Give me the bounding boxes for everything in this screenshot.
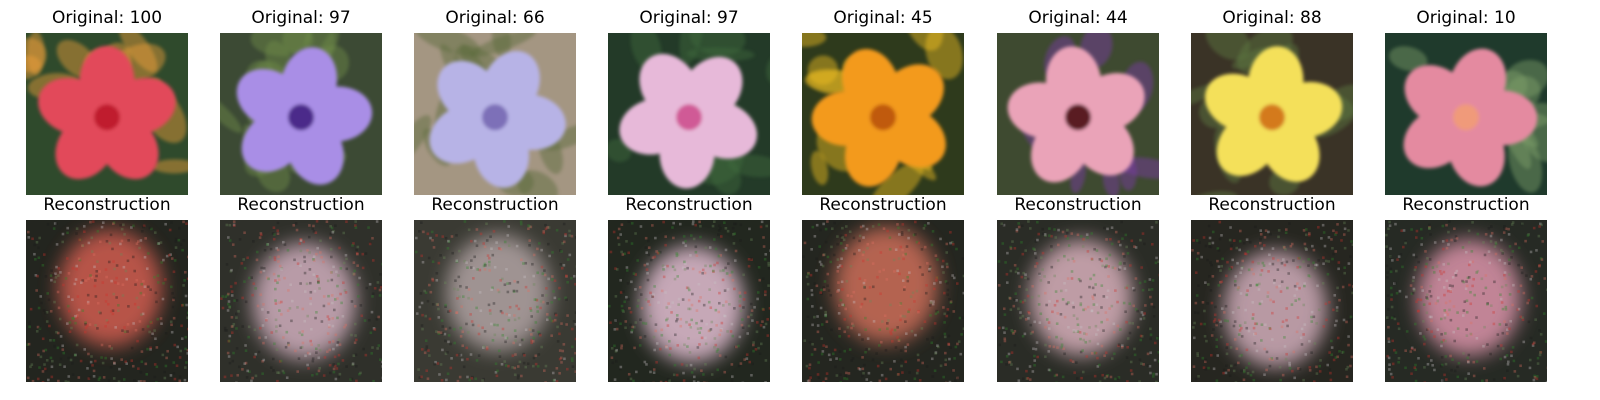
original-image-5	[802, 33, 964, 195]
reconstruction-texture	[26, 220, 188, 382]
reconstruction-texture	[997, 220, 1159, 382]
panel-title: Reconstruction	[1208, 195, 1336, 215]
flower-photo	[1385, 33, 1547, 195]
panel-title: Original: 100	[51, 8, 163, 28]
reconstruction-texture	[220, 220, 382, 382]
reconstruction-image-6	[997, 220, 1159, 382]
flower-photo	[608, 33, 770, 195]
original-image-3	[414, 33, 576, 195]
panel-title: Reconstruction	[819, 195, 947, 215]
panel-title: Original: 88	[1222, 8, 1322, 28]
panel-title: Original: 45	[833, 8, 933, 28]
flower-photo	[802, 33, 964, 195]
panel-title: Original: 10	[1416, 8, 1516, 28]
panel-title: Reconstruction	[1402, 195, 1530, 215]
flower-photo	[414, 33, 576, 195]
panel-title: Reconstruction	[1014, 195, 1142, 215]
panel-title: Original: 44	[1028, 8, 1128, 28]
original-image-7	[1191, 33, 1353, 195]
reconstruction-image-2	[220, 220, 382, 382]
original-image-8	[1385, 33, 1547, 195]
reconstruction-image-5	[802, 220, 964, 382]
reconstruction-texture	[1191, 220, 1353, 382]
reconstruction-image-3	[414, 220, 576, 382]
flower-photo	[220, 33, 382, 195]
panel-title: Reconstruction	[625, 195, 753, 215]
reconstruction-image-8	[1385, 220, 1547, 382]
flower-photo	[26, 33, 188, 195]
reconstruction-texture	[414, 220, 576, 382]
panel-title: Original: 66	[445, 8, 545, 28]
panel-title: Original: 97	[639, 8, 739, 28]
original-image-1	[26, 33, 188, 195]
panel-title: Reconstruction	[237, 195, 365, 215]
flower-photo	[997, 33, 1159, 195]
original-image-6	[997, 33, 1159, 195]
panel-title: Original: 97	[251, 8, 351, 28]
reconstruction-texture	[608, 220, 770, 382]
flower-photo	[1191, 33, 1353, 195]
reconstruction-image-1	[26, 220, 188, 382]
original-image-4	[608, 33, 770, 195]
original-image-2	[220, 33, 382, 195]
reconstruction-image-7	[1191, 220, 1353, 382]
panel-title: Reconstruction	[43, 195, 171, 215]
reconstruction-texture	[802, 220, 964, 382]
panel-title: Reconstruction	[431, 195, 559, 215]
reconstruction-texture	[1385, 220, 1547, 382]
reconstruction-image-4	[608, 220, 770, 382]
